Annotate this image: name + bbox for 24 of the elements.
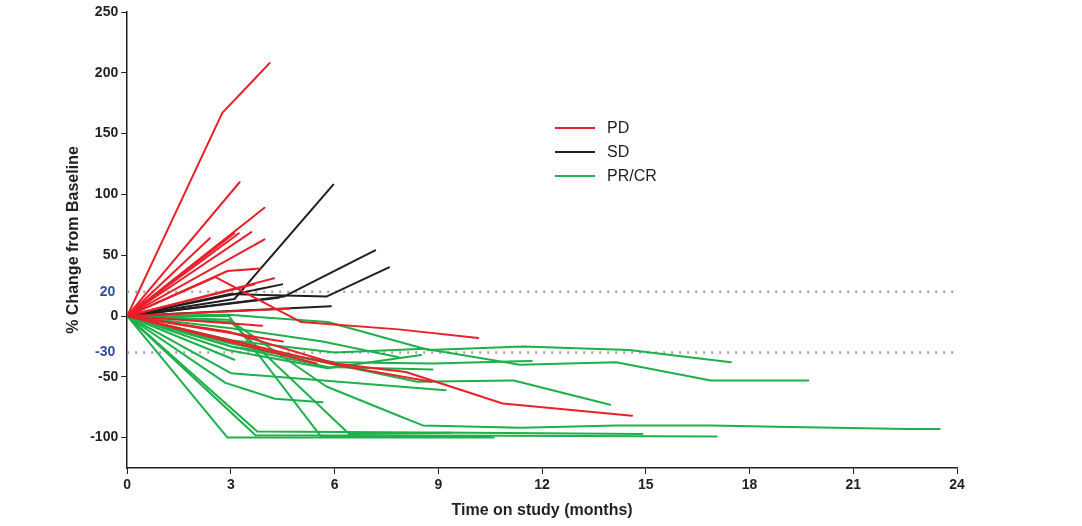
ref-line-label: 20 bbox=[99, 282, 116, 299]
x-axis-title: Time on study (months) bbox=[451, 500, 633, 518]
x-tick-label: 15 bbox=[638, 476, 654, 493]
x-tick-label: 6 bbox=[330, 476, 339, 493]
y-tick-label: 100 bbox=[94, 185, 119, 202]
x-tick-label: 9 bbox=[434, 476, 443, 493]
x-tick-label: 12 bbox=[534, 476, 551, 493]
y-axis-title: % Change from Baseline bbox=[64, 146, 82, 334]
ref-line-label: -30 bbox=[94, 343, 116, 360]
y-tick-label: -100 bbox=[90, 428, 119, 445]
x-tick-label: 0 bbox=[123, 476, 132, 493]
y-tick-label: 150 bbox=[94, 124, 119, 141]
y-tick-label: -50 bbox=[97, 367, 119, 384]
y-tick-label: 0 bbox=[110, 306, 119, 323]
y-tick-label: 50 bbox=[102, 246, 119, 263]
y-tick-label: 250 bbox=[94, 2, 119, 19]
x-tick-label: 3 bbox=[227, 476, 236, 493]
legend-label: PD bbox=[607, 119, 630, 137]
legend-label: SD bbox=[607, 143, 630, 161]
y-tick-label: 200 bbox=[94, 63, 119, 80]
x-tick-label: 24 bbox=[949, 476, 965, 493]
x-tick-label: 18 bbox=[741, 476, 758, 493]
legend-label: PR/CR bbox=[607, 167, 657, 185]
x-tick-label: 21 bbox=[845, 476, 862, 493]
